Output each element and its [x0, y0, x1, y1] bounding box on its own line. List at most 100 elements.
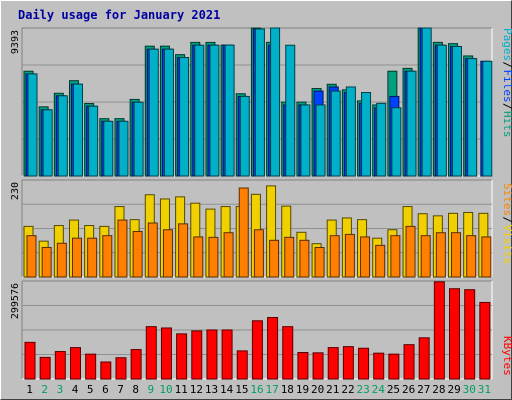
sites-bar — [451, 232, 462, 278]
kbytes-panel-legend: KBytes — [501, 336, 512, 376]
sites-bar — [360, 236, 371, 278]
sites-panel-legend-visits: Visits — [501, 225, 512, 265]
kbytes-bar — [358, 347, 370, 380]
sites-panel-legend-sites: Sites — [501, 183, 512, 216]
sites-bar — [117, 219, 128, 278]
sites-bar — [329, 235, 340, 278]
pages-bar — [482, 60, 493, 177]
sites-bar — [344, 233, 355, 278]
x-tick-label: 23 — [357, 383, 370, 396]
hits-panel-legend-files: Files — [501, 70, 512, 103]
sites-bar — [162, 229, 173, 278]
sites-bar — [193, 236, 204, 278]
x-tick-label: 3 — [57, 383, 64, 396]
sites-bar — [269, 239, 280, 278]
x-tick-label: 30 — [463, 383, 476, 396]
pages-bar — [300, 104, 311, 177]
sites-bar — [390, 235, 401, 278]
pages-bar — [103, 120, 114, 177]
kbytes-bar — [373, 352, 385, 380]
hits-panel-legend-hits: Hits — [501, 111, 512, 138]
pages-bar — [163, 48, 174, 177]
x-tick-label: 6 — [102, 383, 109, 396]
pages-bar — [133, 101, 144, 177]
kbytes-bar — [433, 281, 445, 380]
pages-bar — [315, 104, 326, 177]
hits-panel-legend-pages: Pages — [501, 28, 512, 61]
sites-bar — [147, 222, 158, 278]
pages-bar — [254, 28, 265, 177]
pages-bar — [118, 120, 129, 177]
sites-bar — [405, 225, 416, 278]
hits-panel-ymax-label: 9393 — [10, 30, 21, 54]
sites-bar — [208, 236, 219, 278]
kbytes-bar — [39, 356, 51, 380]
kbytes-bar — [282, 326, 294, 380]
kbytes-bar — [85, 353, 97, 380]
x-tick-label: 15 — [235, 383, 248, 396]
x-tick-label: 1 — [26, 383, 33, 396]
kbytes-bar — [24, 341, 36, 380]
x-tick-label: 22 — [341, 383, 354, 396]
kbytes-bar — [403, 344, 415, 380]
sites-bar — [299, 239, 310, 278]
sites-panel-legend: Sites/Visits — [501, 183, 512, 264]
kbytes-bar — [236, 350, 248, 380]
x-tick-label: 19 — [296, 383, 309, 396]
pages-bar — [224, 44, 235, 177]
hits-panel-legend-separator: / — [501, 103, 512, 110]
kbytes-bar — [342, 346, 354, 380]
sites-bar — [284, 236, 295, 278]
sites-bar — [41, 246, 52, 278]
x-tick-label: 5 — [87, 383, 94, 396]
x-tick-label: 18 — [281, 383, 294, 396]
hits-panel-legend: Pages/Files/Hits — [501, 28, 512, 138]
x-tick-label: 2 — [41, 383, 48, 396]
pages-bar — [467, 58, 478, 177]
x-tick-label: 4 — [72, 383, 79, 396]
kbytes-bar — [206, 329, 218, 380]
pages-bar — [391, 107, 402, 177]
x-tick-label: 29 — [447, 383, 460, 396]
sites-bar — [253, 229, 264, 278]
kbytes-bar — [100, 361, 112, 380]
kbytes-bar — [388, 353, 400, 380]
chart-title: Daily usage for January 2021 — [18, 8, 220, 22]
x-tick-label: 9 — [148, 383, 155, 396]
kbytes-panel-ymax-label: 299576 — [10, 283, 21, 319]
kbytes-bar — [160, 327, 172, 380]
sites-bar — [26, 235, 37, 278]
x-tick-label: 7 — [117, 383, 124, 396]
x-tick-label: 21 — [326, 383, 339, 396]
sites-bar — [375, 244, 386, 278]
x-tick-label: 11 — [175, 383, 188, 396]
x-tick-label: 26 — [402, 383, 415, 396]
kbytes-bar — [130, 349, 142, 380]
pages-bar — [436, 44, 447, 177]
kbytes-bar — [191, 330, 203, 380]
x-tick-label: 25 — [387, 383, 400, 396]
pages-bar — [57, 95, 68, 177]
kbytes-bar — [115, 357, 127, 380]
sites-bar — [102, 235, 113, 278]
pages-bar — [42, 109, 53, 177]
pages-bar — [27, 73, 38, 177]
sites-bar — [87, 237, 98, 278]
sites-bar — [71, 237, 82, 278]
pages-bar — [345, 86, 356, 177]
kbytes-bar — [251, 320, 263, 380]
pages-bar — [376, 102, 387, 177]
x-tick-label: 17 — [266, 383, 279, 396]
pages-bar — [88, 105, 99, 177]
kbytes-panel-legend-kbytes: KBytes — [501, 336, 512, 376]
pages-bar — [421, 27, 432, 177]
x-tick-label: 28 — [432, 383, 445, 396]
x-tick-label: 16 — [250, 383, 263, 396]
x-tick-label: 13 — [205, 383, 218, 396]
sites-bar — [466, 235, 477, 278]
pages-bar — [285, 44, 296, 177]
sites-bar — [132, 230, 143, 278]
x-tick-label: 20 — [311, 383, 324, 396]
sites-bar — [420, 235, 431, 278]
x-tick-label: 12 — [190, 383, 203, 396]
